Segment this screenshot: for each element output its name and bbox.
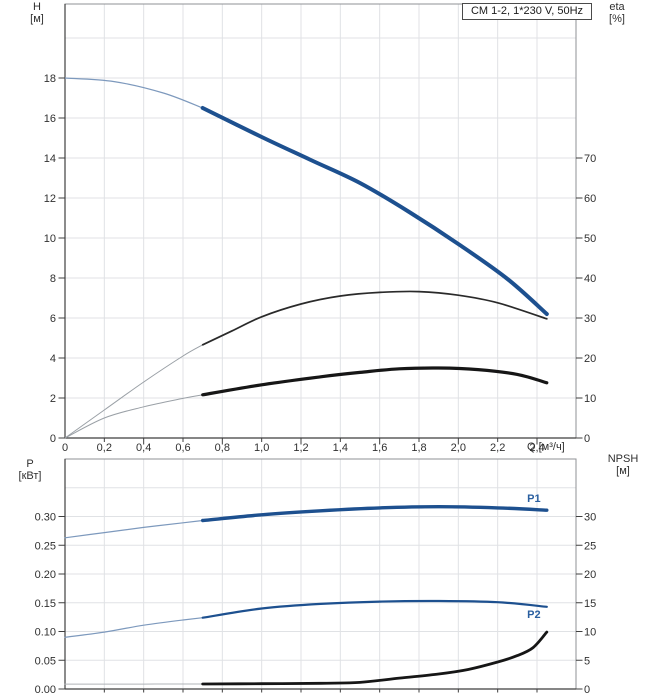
left-tick-label: 0.15 bbox=[35, 598, 56, 610]
x-tick-label: 0,8 bbox=[215, 442, 230, 454]
h-axis-label-quantity: H bbox=[33, 1, 41, 13]
left-tick-label: 6 bbox=[50, 313, 56, 325]
x-tick-label: 0,6 bbox=[175, 442, 190, 454]
right-tick-label: 70 bbox=[584, 153, 596, 165]
right-tick-label: 0 bbox=[584, 433, 590, 445]
x-tick-label: 1,8 bbox=[411, 442, 426, 454]
left-tick-label: 0.25 bbox=[35, 540, 56, 552]
P2-curve bbox=[201, 599, 548, 619]
x-tick-label: 2,2 bbox=[490, 442, 505, 454]
right-tick-label: 25 bbox=[584, 540, 596, 552]
p-axis-label: P [кВт] bbox=[11, 459, 49, 483]
right-tick-label: 20 bbox=[584, 569, 596, 581]
right-tick-label: 50 bbox=[584, 233, 596, 245]
left-tick-label: 8 bbox=[50, 273, 56, 285]
npsh-axis-label: NPSH [м] bbox=[597, 454, 649, 478]
right-tick-label: 15 bbox=[584, 598, 596, 610]
right-tick-label: 30 bbox=[584, 512, 596, 524]
x-tick-label: 1,6 bbox=[372, 442, 387, 454]
right-tick-label: 0 bbox=[584, 684, 590, 696]
right-tick-label: 40 bbox=[584, 273, 596, 285]
eta-pump-motor-curve-thin bbox=[64, 394, 204, 439]
left-tick-label: 2 bbox=[50, 393, 56, 405]
left-tick-label: 0.30 bbox=[35, 512, 56, 524]
x-tick-label: 2,4 bbox=[529, 442, 544, 454]
NPSH-curve bbox=[201, 630, 549, 686]
npsh-axis-label-unit: [м] bbox=[616, 465, 630, 477]
eta-pump-motor-curve bbox=[201, 366, 549, 397]
x-tick-label: 2,0 bbox=[451, 442, 466, 454]
right-tick-label: 10 bbox=[584, 627, 596, 639]
p-axis-label-unit: [кВт] bbox=[18, 470, 42, 482]
right-tick-label: 60 bbox=[584, 193, 596, 205]
p-axis-label-quantity: P bbox=[26, 458, 34, 470]
right-tick-label: 10 bbox=[584, 393, 596, 405]
right-tick-label: 20 bbox=[584, 353, 596, 365]
x-tick-label: 0,4 bbox=[136, 442, 151, 454]
x-tick-label: 1,2 bbox=[293, 442, 308, 454]
left-tick-label: 16 bbox=[44, 113, 56, 125]
q-axis-label: Q [м³/ч] bbox=[527, 441, 565, 453]
left-tick-label: 14 bbox=[44, 153, 56, 165]
h-axis-label-unit: [м] bbox=[30, 13, 44, 25]
left-tick-label: 0 bbox=[50, 433, 56, 445]
eta-axis-label-unit: [%] bbox=[609, 13, 625, 25]
right-tick-label: 30 bbox=[584, 313, 596, 325]
P1-curve-thin bbox=[64, 519, 204, 539]
P2-curve-label: P2 bbox=[527, 608, 541, 621]
P1-curve-label: P1 bbox=[527, 492, 541, 505]
left-tick-label: 18 bbox=[44, 73, 56, 85]
left-tick-label: 0.20 bbox=[35, 569, 56, 581]
H-curve bbox=[200, 106, 549, 316]
eta-axis-label-quantity: eta bbox=[609, 1, 625, 13]
H-curve-thin bbox=[64, 77, 204, 109]
npsh-axis-label-quantity: NPSH bbox=[607, 453, 639, 465]
x-tick-label: 1,0 bbox=[254, 442, 269, 454]
h-axis-label: H [м] bbox=[22, 2, 52, 26]
eta-pump-curve bbox=[201, 290, 548, 346]
left-tick-label: 12 bbox=[44, 193, 56, 205]
left-tick-label: 4 bbox=[50, 353, 56, 365]
left-tick-label: 0.10 bbox=[35, 627, 56, 639]
chart-title: CM 1-2, 1*230 V, 50Hz bbox=[462, 3, 592, 20]
eta-pump-curve-thin bbox=[64, 344, 204, 439]
x-tick-label: 0,2 bbox=[97, 442, 112, 454]
left-tick-label: 0.05 bbox=[35, 655, 56, 667]
x-tick-label: 1,4 bbox=[333, 442, 348, 454]
right-tick-label: 5 bbox=[584, 655, 590, 667]
P2-curve-thin bbox=[64, 617, 204, 638]
x-tick-label: 0 bbox=[62, 442, 68, 454]
P1-curve bbox=[201, 504, 549, 523]
left-tick-label: 0.00 bbox=[35, 684, 56, 696]
eta-axis-label: eta [%] bbox=[601, 2, 633, 26]
left-tick-label: 10 bbox=[44, 233, 56, 245]
